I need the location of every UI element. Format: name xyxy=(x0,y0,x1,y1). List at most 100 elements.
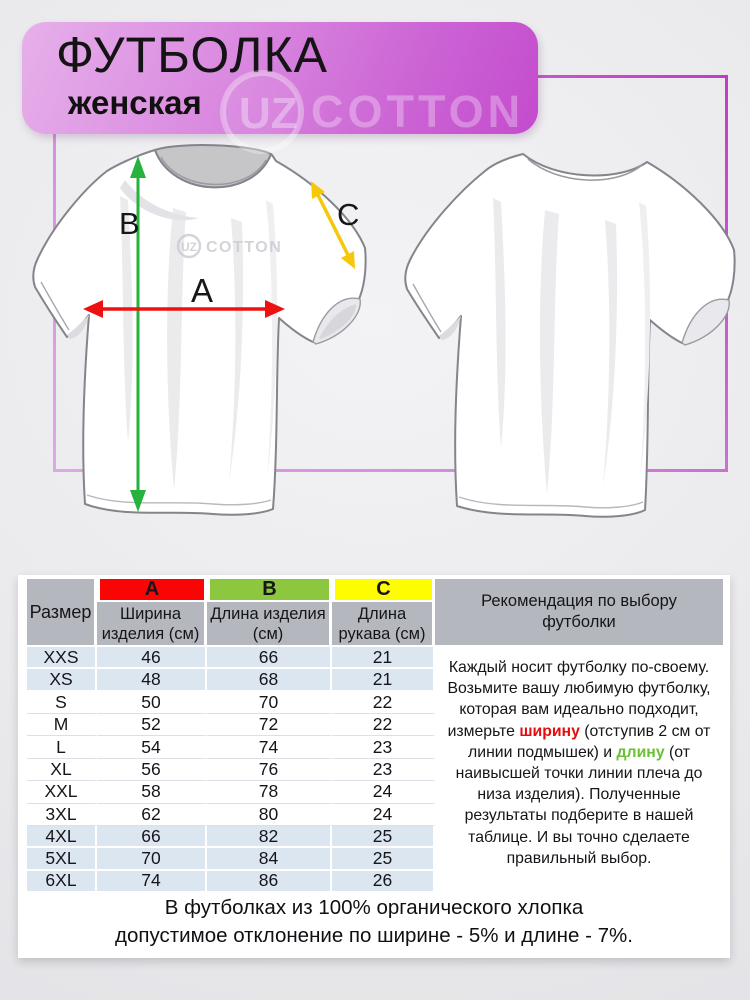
hem-seam xyxy=(86,494,272,506)
length-value-cell: 66 xyxy=(207,647,332,670)
recommendation-header: Рекомендация по выбору футболки xyxy=(435,577,723,647)
fold-shading xyxy=(266,200,278,478)
sleeve-value-cell: 21 xyxy=(332,669,435,692)
label-a: A xyxy=(191,272,213,309)
width-value-cell: 52 xyxy=(97,714,207,737)
width-value-cell: 62 xyxy=(97,803,207,826)
size-cell: XS xyxy=(27,669,97,692)
length-value-cell: 74 xyxy=(207,736,332,759)
sleeve-value-cell: 25 xyxy=(332,848,435,871)
size-column-header: Размер xyxy=(27,577,97,647)
size-cell: 6XL xyxy=(27,870,97,893)
column-key-c: C xyxy=(332,577,435,602)
width-value-cell: 54 xyxy=(97,736,207,759)
size-cell: S xyxy=(27,691,97,715)
sleeve-value-cell: 23 xyxy=(332,758,435,782)
chest-logo-uz: UZ xyxy=(181,240,197,254)
tshirt-back-body xyxy=(404,153,736,518)
width-value-cell: 56 xyxy=(97,758,207,782)
size-cell: XXL xyxy=(27,781,97,804)
chest-logo-circle-icon xyxy=(176,233,202,259)
length-value-cell: 72 xyxy=(207,714,332,737)
size-cell: 4XL xyxy=(27,826,97,849)
sleeve-value-cell: 21 xyxy=(332,647,435,670)
sleeve-cuff-opening xyxy=(681,298,730,346)
length-value-cell: 84 xyxy=(207,848,332,871)
size-table-panel: Размер A B C Ширина изделия (см) Длина и… xyxy=(18,575,730,958)
hem-seam xyxy=(458,496,644,509)
column-label-length: Длина изделия (см) xyxy=(207,602,332,647)
fold-shading xyxy=(639,202,651,480)
width-value-cell: 46 xyxy=(97,647,207,670)
width-value-cell: 66 xyxy=(97,826,207,849)
sleeve-value-cell: 22 xyxy=(332,714,435,737)
fold-shading xyxy=(229,218,244,482)
sleeve-cuff-shadow xyxy=(319,304,357,339)
width-value-cell: 48 xyxy=(97,669,207,692)
sleeve-value-cell: 24 xyxy=(332,803,435,826)
chest-brand-logo: UZ COTTON xyxy=(176,233,282,259)
page-title: ФУТБОЛКА xyxy=(56,27,328,83)
highlight-width-word: ширину xyxy=(519,722,580,740)
size-cell: L xyxy=(27,736,97,759)
collar-band xyxy=(160,156,267,186)
sleeve-value-cell: 22 xyxy=(332,691,435,715)
width-value-cell: 70 xyxy=(97,848,207,871)
label-b: B xyxy=(119,206,140,241)
neck-opening xyxy=(154,144,272,189)
sleeve-value-cell: 26 xyxy=(332,870,435,893)
page-subtitle: женская xyxy=(68,84,202,121)
column-label-sleeve: Длина рукава (см) xyxy=(332,602,435,647)
recommendation-text: Каждый носит футболку по-своему. Возьмит… xyxy=(435,647,723,893)
recommendation-text-part3: (от наивысшей точки линии плеча до низа … xyxy=(455,743,703,867)
tshirt-back-illustration xyxy=(404,153,736,518)
sleeve-value-cell: 25 xyxy=(332,826,435,849)
footer-line1: В футболках из 100% органического хлопка xyxy=(164,896,584,919)
width-value-cell: 50 xyxy=(97,691,207,715)
recommendation-text-part1: Каждый носит футболку по-своему. Возьмит… xyxy=(447,659,711,740)
sleeve-value-cell: 24 xyxy=(332,781,435,804)
fold-shading xyxy=(167,208,186,490)
fold-shading xyxy=(539,210,559,494)
sleeve-seam xyxy=(40,281,70,331)
sleeve-seam xyxy=(412,283,442,333)
tshirt-front-illustration: UZ COTTON A B C xyxy=(32,144,367,516)
column-key-a: A xyxy=(97,577,207,602)
size-cell: 5XL xyxy=(27,848,97,871)
highlight-length-word: длину xyxy=(616,743,665,761)
footer-line2: допустимое отклонение по ширине - 5% и д… xyxy=(115,923,633,947)
footer-note: В футболках из 100% органического хлопка… xyxy=(18,894,730,949)
header-banner: ФУТБОЛКА женская xyxy=(22,22,538,134)
collar-band xyxy=(527,158,643,181)
sleeve-value-cell: 23 xyxy=(332,736,435,759)
column-label-width: Ширина изделия (см) xyxy=(97,602,207,647)
width-value-cell: 74 xyxy=(97,870,207,893)
width-arrow-a xyxy=(83,300,285,318)
length-value-cell: 68 xyxy=(207,669,332,692)
armpit-shading xyxy=(439,316,461,340)
fold-shading xyxy=(120,196,133,443)
size-cell: XXS xyxy=(27,647,97,670)
armpit-shading xyxy=(67,315,89,339)
size-cell: 3XL xyxy=(27,803,97,826)
size-cell: XL xyxy=(27,758,97,782)
recommendation-text-part2: (отступив 2 см от линии подмышек) и xyxy=(468,722,711,761)
length-value-cell: 86 xyxy=(207,870,332,893)
size-table: Размер A B C Ширина изделия (см) Длина и… xyxy=(27,577,723,893)
fold-shading xyxy=(120,180,199,221)
fold-shading xyxy=(493,198,506,448)
tshirt-front-body xyxy=(32,149,367,516)
sleeve-arrow-c xyxy=(311,181,355,269)
width-value-cell: 58 xyxy=(97,781,207,804)
length-arrow-b xyxy=(130,156,146,512)
chest-logo-text: COTTON xyxy=(206,239,282,256)
length-value-cell: 76 xyxy=(207,758,332,782)
label-c: C xyxy=(337,197,359,232)
column-key-b: B xyxy=(207,577,332,602)
length-value-cell: 80 xyxy=(207,803,332,826)
fold-shading xyxy=(603,220,618,486)
size-cell: M xyxy=(27,714,97,737)
length-value-cell: 82 xyxy=(207,826,332,849)
length-value-cell: 70 xyxy=(207,691,332,715)
length-value-cell: 78 xyxy=(207,781,332,804)
